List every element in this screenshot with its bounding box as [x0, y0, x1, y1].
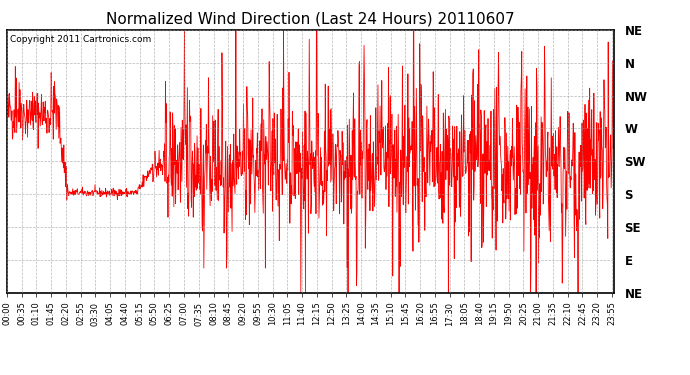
Text: Normalized Wind Direction (Last 24 Hours) 20110607: Normalized Wind Direction (Last 24 Hours…: [106, 11, 515, 26]
Text: Copyright 2011 Cartronics.com: Copyright 2011 Cartronics.com: [10, 35, 151, 44]
